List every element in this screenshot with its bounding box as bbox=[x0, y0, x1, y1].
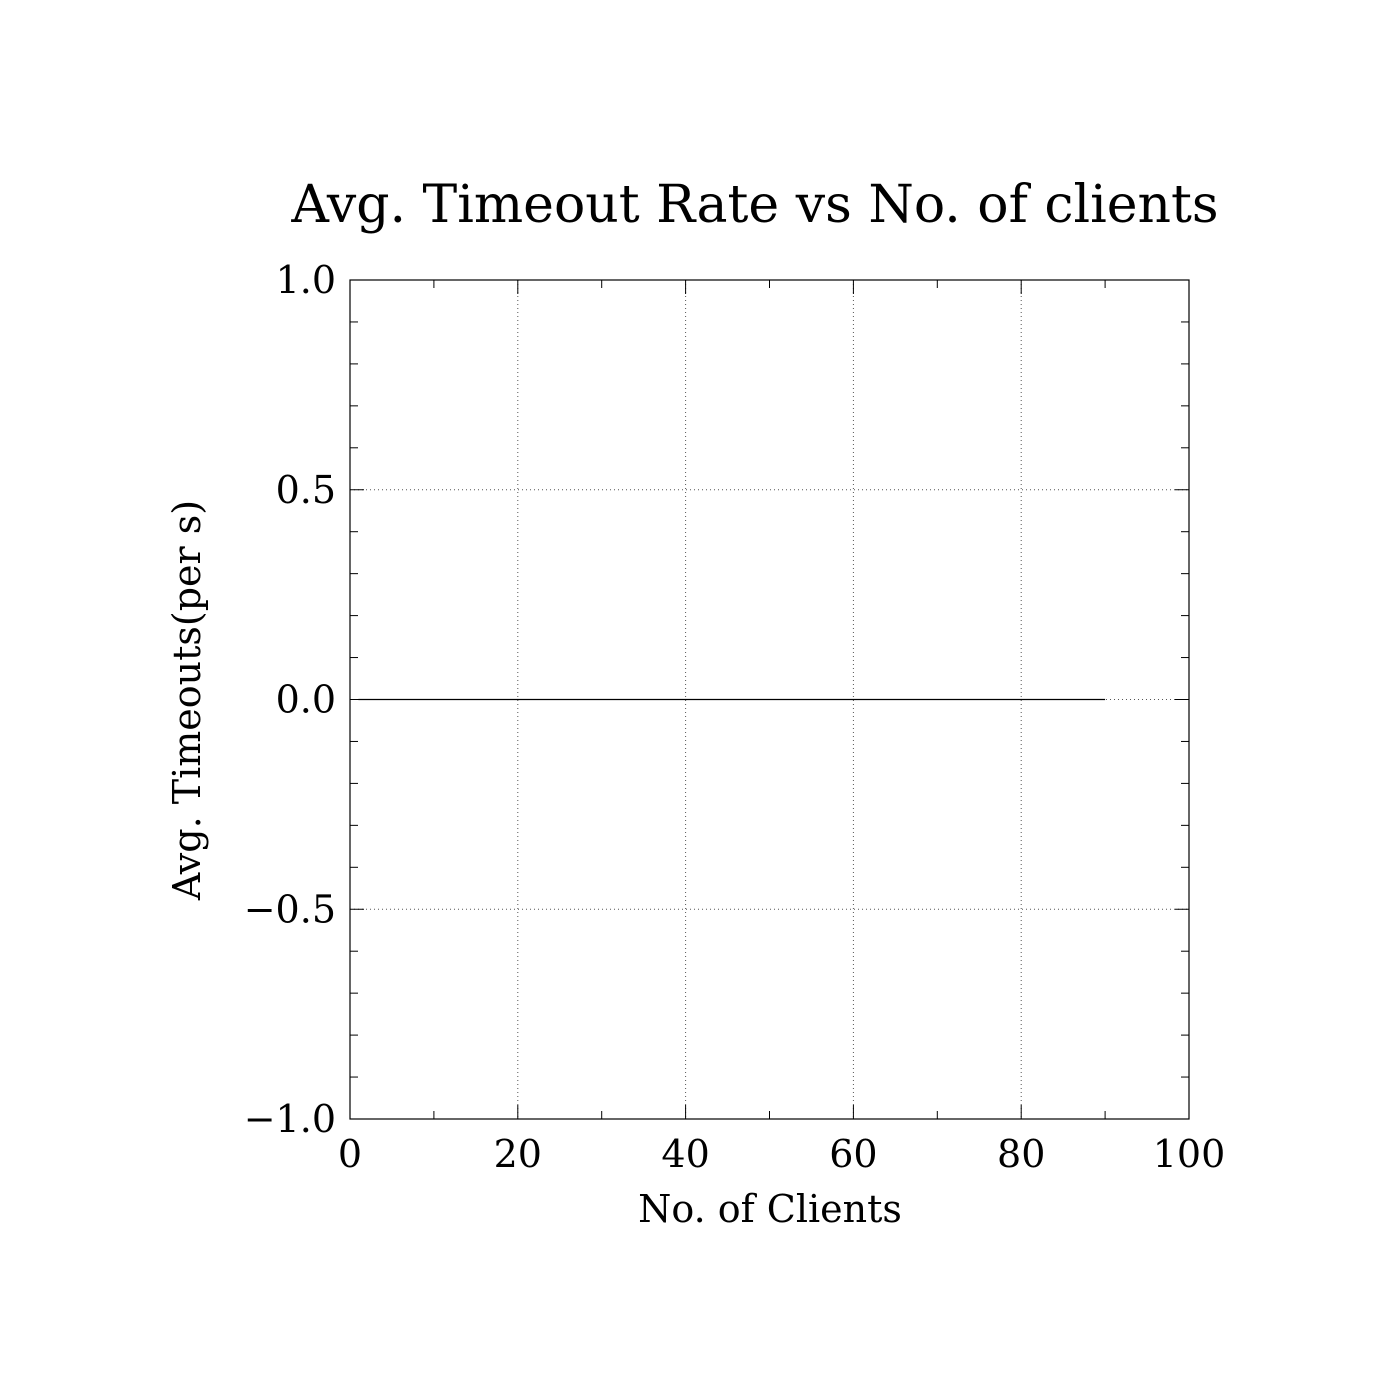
x-tick-label: 0 bbox=[338, 1132, 362, 1176]
y-tick-label: −0.5 bbox=[244, 887, 336, 931]
x-axis-label: No. of Clients bbox=[638, 1187, 902, 1231]
x-tick-label: 100 bbox=[1153, 1132, 1226, 1176]
x-tick-label: 40 bbox=[661, 1132, 709, 1176]
y-axis-label: Avg. Timeouts(per s) bbox=[165, 500, 209, 901]
y-tick-labels: −1.0 −0.5 0.0 0.5 1.0 bbox=[244, 258, 336, 1141]
chart-title: Avg. Timeout Rate vs No. of clients bbox=[290, 175, 1218, 235]
x-tick-label: 60 bbox=[829, 1132, 877, 1176]
x-tick-label: 20 bbox=[494, 1132, 542, 1176]
y-tick-label: 0.0 bbox=[276, 678, 336, 722]
x-tick-label: 80 bbox=[997, 1132, 1045, 1176]
y-tick-label: −1.0 bbox=[244, 1097, 336, 1141]
x-tick-labels: 0 20 40 60 80 100 bbox=[338, 1132, 1225, 1176]
y-tick-label: 1.0 bbox=[276, 258, 336, 302]
y-tick-label: 0.5 bbox=[276, 468, 336, 512]
plot-frame bbox=[349, 279, 1190, 1120]
